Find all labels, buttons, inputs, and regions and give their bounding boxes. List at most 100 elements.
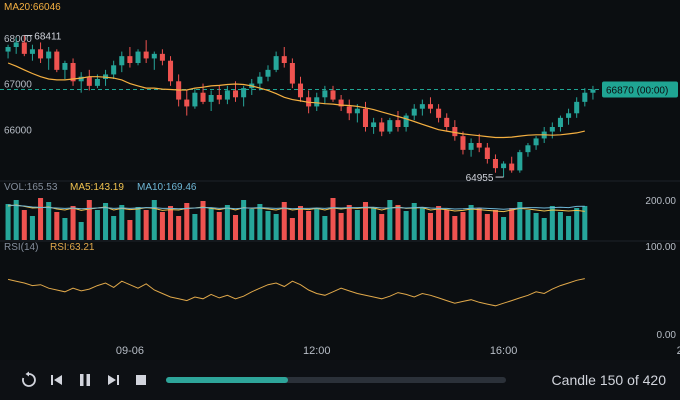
- candle-body: [362, 108, 369, 127]
- candle-body: [484, 147, 490, 159]
- candle-of: of: [627, 372, 639, 388]
- playback-progress[interactable]: [166, 377, 506, 383]
- candle-body: [354, 108, 360, 114]
- panel-separators: [0, 180, 680, 242]
- candle-body: [387, 120, 393, 132]
- volume-bar: [281, 202, 287, 240]
- candle-body: [159, 53, 165, 61]
- candle-body: [403, 115, 409, 127]
- candle-body: [208, 95, 214, 102]
- volume-bar: [103, 203, 109, 240]
- volume-bar: [354, 210, 360, 240]
- volume-bar: [265, 211, 271, 240]
- candle-body: [379, 122, 385, 132]
- ma10-line: [8, 204, 585, 210]
- candle-body: [62, 63, 68, 70]
- volume-bar: [62, 218, 68, 240]
- volume-bar: [379, 214, 385, 240]
- skip-forward-icon: [108, 375, 119, 385]
- candle-body: [289, 63, 295, 84]
- candle-body: [241, 88, 247, 98]
- playback-progress-fill: [166, 377, 289, 383]
- volume-bar: [468, 205, 474, 240]
- volume-bar: [94, 210, 100, 240]
- low-annotation: 64955: [466, 173, 494, 184]
- candle-body: [257, 76, 263, 84]
- pause-button[interactable]: [74, 370, 96, 390]
- volume-bar: [200, 201, 206, 240]
- candle-body: [322, 90, 328, 98]
- candle-body: [330, 90, 336, 100]
- skip-forward-button[interactable]: [102, 370, 124, 390]
- volume-bar: [54, 212, 60, 240]
- volume-bar: [492, 210, 498, 240]
- ma5-legend: MA5:143.19: [70, 182, 124, 193]
- volume-bar: [322, 216, 328, 240]
- candle-total: 420: [642, 372, 666, 388]
- rsi-legend-value: RSI:63.21: [50, 242, 95, 253]
- candle-body: [501, 163, 507, 169]
- candle-current: 150: [599, 372, 624, 388]
- volume-bar: [216, 212, 222, 240]
- stop-button[interactable]: [130, 370, 152, 390]
- volume-bar: [306, 211, 312, 240]
- volume-bar: [452, 216, 458, 240]
- rsi-tick-label: 0.00: [657, 330, 677, 341]
- volume-bar: [517, 202, 523, 240]
- volume-bar: [135, 207, 141, 240]
- candle-body: [476, 143, 482, 148]
- skip-back-button[interactable]: [46, 370, 68, 390]
- candle-body: [525, 145, 531, 153]
- volume-bar: [419, 208, 425, 240]
- volume-bar: [78, 222, 84, 240]
- ma20-legend: MA20:66046: [4, 2, 61, 13]
- candle-body: [338, 99, 344, 107]
- candle-body: [224, 90, 230, 100]
- chart-background: [0, 0, 680, 360]
- candle-body: [168, 60, 174, 82]
- candle-body: [46, 51, 52, 59]
- volume-bar: [476, 208, 482, 240]
- volume-bar: [436, 206, 442, 240]
- volume-bar: [330, 198, 336, 240]
- candle-body: [452, 127, 458, 137]
- candle-body: [21, 42, 27, 54]
- volume-bar: [38, 198, 44, 240]
- high-annotation: 68411: [34, 32, 62, 43]
- candle-body: [460, 136, 466, 150]
- candle-body: [192, 92, 198, 107]
- candle-body: [590, 89, 596, 93]
- volume-bar: [127, 220, 133, 240]
- volume-bar: [460, 212, 466, 240]
- candle-body: [419, 104, 425, 109]
- candle-counter: Candle 150 of 420: [552, 372, 666, 388]
- volume-bar: [289, 218, 295, 240]
- volume-bar: [13, 200, 19, 240]
- replay-button[interactable]: [18, 370, 40, 390]
- candle-body: [517, 152, 523, 171]
- candle-body: [13, 42, 19, 47]
- candle-body: [574, 101, 580, 114]
- volume-bar: [566, 216, 572, 240]
- volume-bar: [5, 204, 11, 240]
- time-tick-label: 12:00: [303, 345, 331, 357]
- volume-bar: [525, 210, 531, 240]
- replay-icon: [22, 371, 36, 387]
- volume-bar: [509, 208, 515, 240]
- candle-body: [346, 106, 352, 114]
- volume-bar: [346, 205, 352, 240]
- candle-body: [314, 97, 320, 107]
- volume-bar: [119, 205, 125, 240]
- candle-body: [143, 51, 149, 59]
- candle-body: [444, 117, 450, 127]
- candle-body: [127, 56, 133, 63]
- candle-body: [297, 83, 304, 98]
- ma10-legend: MA10:169.46: [137, 182, 197, 193]
- volume-bar: [176, 216, 182, 240]
- candle-body: [119, 56, 125, 66]
- candle-body: [216, 95, 222, 100]
- rsi-legend-label: RSI(14): [4, 242, 38, 253]
- volume-bar: [21, 210, 27, 240]
- candle-body: [411, 108, 417, 116]
- volume-bar: [297, 206, 304, 240]
